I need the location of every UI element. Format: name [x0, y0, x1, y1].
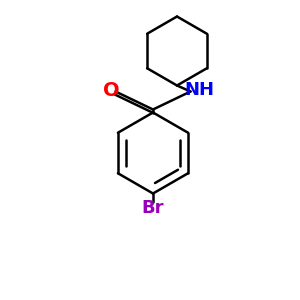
Text: NH: NH [184, 81, 214, 99]
Text: O: O [103, 80, 119, 100]
Text: Br: Br [142, 199, 164, 217]
